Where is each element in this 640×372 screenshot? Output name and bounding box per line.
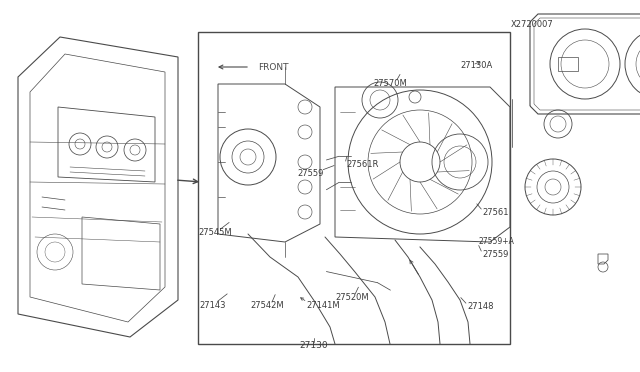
Text: 27542M: 27542M: [251, 301, 284, 310]
Text: 27561R: 27561R: [347, 160, 380, 169]
Bar: [558, 57, 578, 71]
Text: 27130: 27130: [300, 341, 328, 350]
Text: 27130A: 27130A: [461, 61, 493, 70]
Text: 27559+A: 27559+A: [478, 237, 514, 246]
Bar: [198, 32, 510, 344]
Text: 27141M: 27141M: [307, 301, 340, 310]
Text: 27561: 27561: [483, 208, 509, 217]
Text: 27570M: 27570M: [374, 79, 407, 88]
Text: FRONT: FRONT: [258, 62, 289, 71]
Text: 27520M: 27520M: [335, 293, 369, 302]
Text: 27559: 27559: [483, 250, 509, 259]
Text: 27559: 27559: [298, 169, 324, 178]
Text: 27143: 27143: [199, 301, 226, 310]
Text: 27545M: 27545M: [199, 228, 232, 237]
Text: 27148: 27148: [467, 302, 493, 311]
Text: X2720007: X2720007: [511, 20, 554, 29]
